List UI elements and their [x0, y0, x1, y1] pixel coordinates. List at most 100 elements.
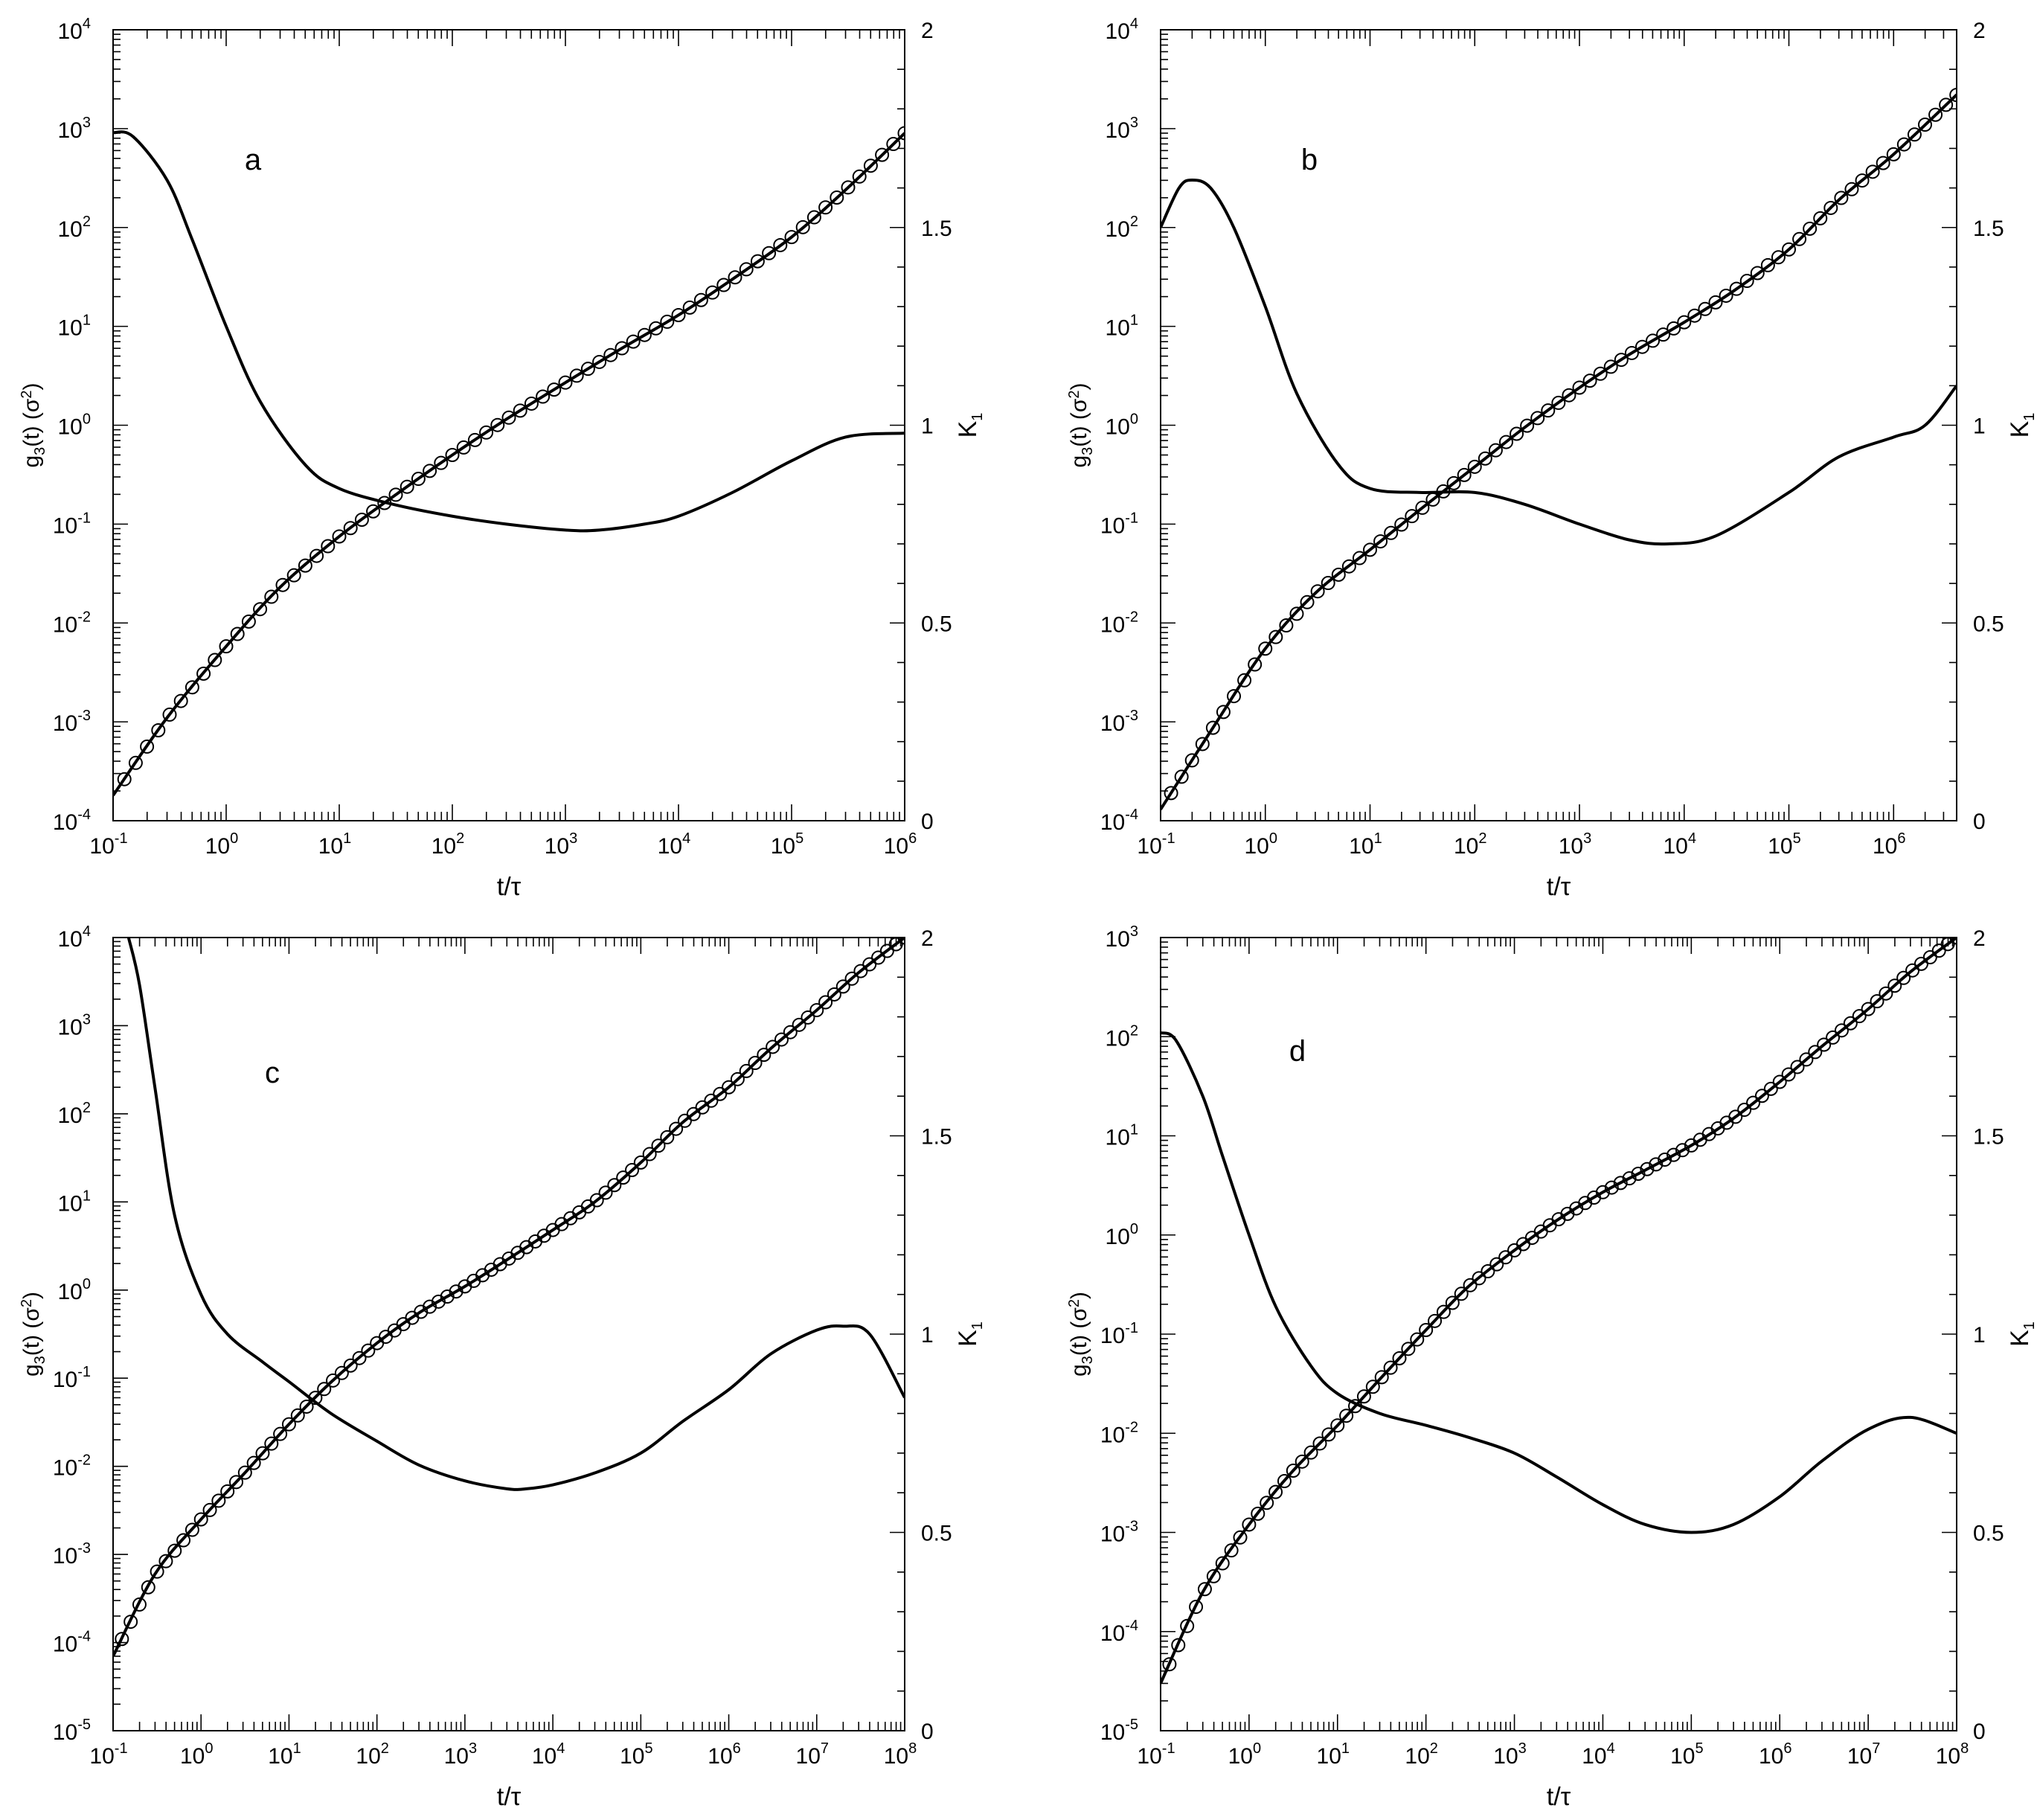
- g3-marker: [1928, 107, 1943, 122]
- g3-marker: [783, 1025, 798, 1039]
- g3-marker: [1782, 242, 1797, 257]
- g3-marker: [1295, 1454, 1309, 1469]
- g3-marker: [1677, 315, 1692, 330]
- x-tick-label: 100: [205, 830, 239, 859]
- g3-marker: [580, 362, 595, 377]
- g3-marker: [1171, 1638, 1186, 1653]
- g3-marker: [326, 1373, 341, 1388]
- g3-marker: [219, 639, 234, 654]
- g3-marker: [1790, 1060, 1805, 1074]
- g3-marker: [818, 200, 833, 215]
- g3-marker: [1834, 1023, 1849, 1038]
- g3-marker: [400, 479, 414, 494]
- g3-marker: [1233, 1530, 1248, 1545]
- g3-marker: [888, 938, 903, 952]
- y-left-tick-label: 10-4: [1100, 807, 1138, 835]
- g3-marker: [1392, 1351, 1407, 1366]
- g3-marker: [1365, 1380, 1380, 1394]
- g3-marker: [264, 589, 279, 604]
- g3-marker: [1613, 1176, 1628, 1191]
- g3-marker: [281, 1417, 296, 1432]
- g3-marker: [536, 389, 551, 404]
- y-right-tick-label: 0.5: [921, 1522, 952, 1546]
- g3-marker: [879, 943, 894, 958]
- g3-marker: [255, 1446, 270, 1461]
- g3-marker: [649, 321, 664, 336]
- x-tick-label: 102: [1454, 830, 1487, 859]
- y-right-ticks: [890, 29, 905, 821]
- x-tick-label: 108: [1936, 1740, 1969, 1769]
- g3-marker: [766, 1039, 780, 1054]
- g3-marker: [1258, 641, 1273, 656]
- g3-marker: [1405, 509, 1420, 524]
- y-right-ticks: [1942, 937, 1957, 1731]
- x-tick-label: 104: [1664, 830, 1697, 859]
- y-left-tick-label: 102: [1106, 214, 1139, 242]
- g3-marker: [321, 539, 336, 554]
- x-tick-label: 103: [545, 830, 578, 859]
- g3-marker: [1808, 1045, 1823, 1060]
- g3-marker: [1772, 1074, 1787, 1089]
- y-right-tick-label: 1: [1973, 1323, 1986, 1348]
- g3-marker: [309, 548, 324, 563]
- panel-d: 10-1 100 101 102 103 104 105 106 107 10810-510-41…: [1066, 923, 2037, 1811]
- y-right-axis-title: K1: [2006, 413, 2037, 438]
- g3-marker: [1180, 1618, 1195, 1633]
- g3-marker: [253, 602, 268, 617]
- k1-series-line: [1161, 178, 1957, 546]
- y-left-tick-label: 102: [58, 214, 92, 242]
- g3-marker: [1436, 1304, 1451, 1319]
- plot-frame: [112, 937, 905, 1731]
- x-tick-label: 101: [1349, 830, 1382, 859]
- g3-marker: [1896, 137, 1911, 152]
- g3-marker: [202, 1502, 217, 1517]
- g3-marker: [361, 1343, 376, 1358]
- g3-marker: [167, 1543, 182, 1558]
- g3-marker: [117, 772, 132, 786]
- g3-marker: [1844, 182, 1859, 196]
- y-left-tick-label: 104: [58, 16, 92, 44]
- x-tick-label: 102: [1405, 1740, 1438, 1769]
- x-tick-label: 107: [1847, 1740, 1881, 1769]
- g3-marker: [343, 521, 358, 536]
- g3-marker: [1781, 1067, 1796, 1082]
- k1-series-line: [113, 130, 905, 533]
- k1-series-line: [1161, 1031, 1957, 1534]
- x-tick-label: 108: [884, 1740, 917, 1769]
- g3-marker: [1760, 257, 1775, 272]
- g3-marker: [1341, 559, 1356, 574]
- g3-marker: [1289, 606, 1304, 621]
- y-left-tick-label: 10-2: [53, 609, 91, 637]
- y-left-tick-label: 103: [58, 1011, 92, 1039]
- g3-marker: [773, 237, 788, 252]
- panel-b: 10-1 100 101 102 103 104 105 10610-410-310-210-…: [1066, 16, 2037, 901]
- g3-marker: [1251, 1506, 1265, 1521]
- g3-marker: [1698, 301, 1713, 316]
- g3-marker: [1216, 705, 1231, 720]
- g3-marker: [1530, 411, 1545, 426]
- g3-marker: [1248, 657, 1263, 672]
- x-tick-label: 106: [1873, 830, 1906, 859]
- panel-letter: b: [1301, 144, 1318, 176]
- g3-marker: [1384, 525, 1399, 540]
- g3-series-line: [113, 938, 905, 1657]
- g3-marker: [1174, 769, 1189, 784]
- y-left-ticks: [1161, 937, 1175, 1731]
- x-axis-ticks: [1160, 30, 1957, 821]
- g3-marker: [660, 1130, 675, 1144]
- g3-marker: [1339, 1409, 1354, 1423]
- g3-marker: [1728, 1109, 1743, 1124]
- g3-marker: [158, 1554, 173, 1569]
- g3-markers: [117, 126, 905, 786]
- y-left-tick-label: 104: [1106, 16, 1139, 44]
- g3-marker: [569, 368, 584, 383]
- g3-marker: [871, 950, 886, 965]
- g3-marker: [1813, 211, 1828, 225]
- x-tick-label: 102: [356, 1740, 388, 1769]
- g3-marker: [1162, 1657, 1177, 1672]
- g3-marker: [806, 210, 821, 225]
- g3-marker: [456, 440, 471, 455]
- y-left-tick-label: 103: [58, 115, 92, 143]
- x-tick-label: 104: [532, 1740, 565, 1769]
- g3-marker: [286, 568, 301, 583]
